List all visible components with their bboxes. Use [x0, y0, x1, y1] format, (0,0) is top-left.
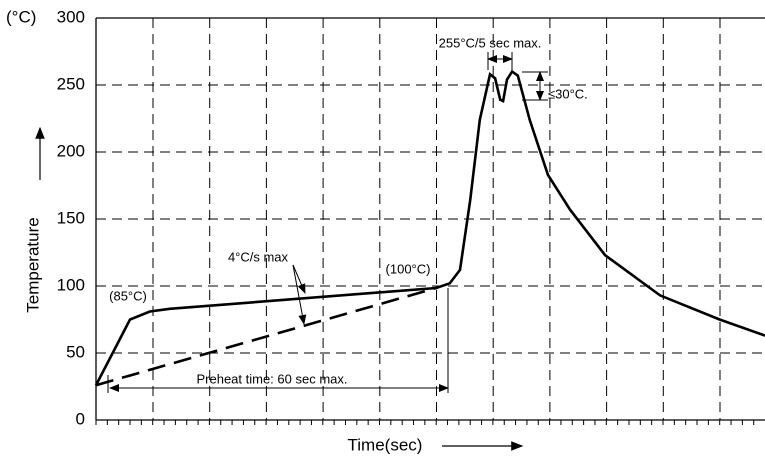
annotation: (85°C) — [109, 288, 147, 303]
x-axis-label: Time(sec) — [348, 435, 423, 454]
y-axis-label: Temperature — [23, 217, 42, 312]
leader — [292, 264, 306, 294]
annotation: 255°C/5 sec max. — [439, 35, 542, 50]
annotation: 4°C/s max — [228, 249, 289, 264]
y-tick-label: 300 — [57, 7, 85, 26]
y-tick-label: 150 — [57, 208, 85, 227]
line — [94, 69, 765, 386]
annotation: ≤30°C. — [548, 86, 588, 101]
y-tick-label: 50 — [66, 342, 85, 361]
y-tick-label: 100 — [57, 275, 85, 294]
annotation: Preheat time: 60 sec max. — [196, 371, 347, 386]
leader — [292, 264, 307, 325]
y-unit: (°C) — [6, 7, 36, 26]
y-tick-label: 0 — [76, 409, 85, 428]
y-tick-label: 250 — [57, 74, 85, 93]
annotation: (100°C) — [386, 261, 431, 276]
y-tick-label: 200 — [57, 141, 85, 160]
line — [95, 286, 437, 387]
